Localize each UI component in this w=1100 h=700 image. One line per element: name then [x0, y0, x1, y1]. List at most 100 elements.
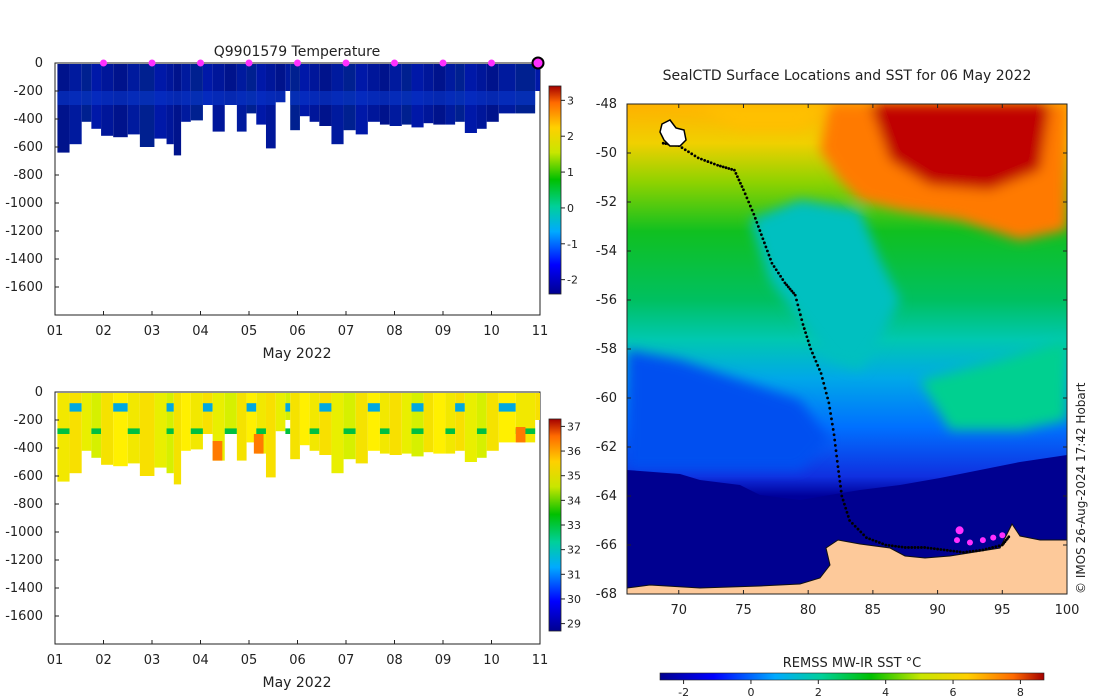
- sst-colorbar-tick-label: 2: [815, 686, 822, 699]
- profile-bar: [299, 64, 310, 117]
- track-point: [724, 166, 728, 170]
- track-point: [837, 475, 841, 478]
- profile-green-streak: [343, 428, 356, 434]
- track-point: [853, 524, 857, 528]
- x-tick-label: 11: [532, 324, 549, 339]
- track-point: [844, 506, 848, 510]
- profile-midlayer: [401, 91, 412, 105]
- track-point: [877, 541, 881, 544]
- track-point: [850, 521, 854, 525]
- track-point: [769, 257, 772, 261]
- temperature-y-ticks: 0 -200 -400 -600 -800 -1000 -1200 -1400 -1600: [5, 56, 59, 295]
- track-point: [772, 265, 776, 268]
- profile-midlayer: [299, 91, 310, 105]
- temperature-colorbar-ticks: 3 2 1 0 -1 -2: [561, 94, 578, 287]
- track-point: [834, 449, 838, 453]
- profile-bar: [246, 64, 257, 114]
- track-point: [792, 291, 795, 295]
- colorbar-tick-label: 2: [567, 130, 574, 143]
- x-tick-label: 10: [483, 653, 500, 668]
- track-point: [779, 274, 782, 278]
- map-y-tick-label: -68: [596, 587, 617, 602]
- track-point: [862, 533, 866, 537]
- profile-fresh-streak: [498, 403, 516, 412]
- track-point: [916, 546, 920, 549]
- track-point: [859, 530, 863, 534]
- profile-bar: [139, 64, 155, 147]
- track-point: [683, 148, 687, 152]
- colorbar-tick-label: 36: [567, 445, 581, 458]
- profile-bar: [290, 393, 300, 460]
- sst-colorbar-tick-label: 6: [950, 686, 957, 699]
- track-point: [871, 538, 875, 542]
- profile-midlayer: [57, 91, 70, 105]
- profile-green-streak: [379, 428, 390, 434]
- sst-colorbar-label: REMSS MW-IR SST °C: [783, 656, 922, 671]
- profile-midlayer: [433, 91, 446, 105]
- track-point: [819, 372, 823, 375]
- surface-location: [954, 537, 960, 544]
- y-tick-label: -400: [13, 112, 43, 127]
- profile-midlayer: [236, 91, 247, 105]
- colorbar-tick-label: 30: [567, 593, 581, 606]
- track-point: [781, 278, 785, 281]
- track-point: [739, 181, 742, 185]
- profile-green-streak: [285, 428, 291, 434]
- profile-midlayer: [290, 91, 300, 105]
- track-point: [865, 536, 868, 540]
- x-tick-label: 08: [386, 653, 403, 668]
- track-point: [693, 154, 697, 158]
- surface-marker: [391, 59, 398, 67]
- profile-midlayer: [275, 91, 286, 103]
- track-point: [971, 549, 975, 553]
- profile-midlayer: [181, 91, 191, 105]
- profile-midlayer: [113, 91, 128, 105]
- track-point: [745, 196, 749, 200]
- x-tick-label: 06: [289, 653, 306, 668]
- track-point: [737, 178, 741, 182]
- track-point: [736, 175, 739, 179]
- x-tick-label: 02: [95, 653, 112, 668]
- y-tick-label: -600: [13, 140, 43, 155]
- x-tick-label: 01: [47, 324, 64, 339]
- track-point: [826, 396, 829, 400]
- track-point: [797, 308, 801, 312]
- track-point: [709, 161, 713, 165]
- profile-midlayer: [256, 91, 266, 105]
- surface-marker: [197, 59, 204, 67]
- map-x-tick-label: 80: [800, 603, 817, 618]
- track-point: [833, 438, 837, 442]
- map-y-tick-label: -54: [596, 244, 617, 259]
- x-tick-label: 06: [289, 324, 306, 339]
- track-point: [839, 484, 842, 488]
- salinity-colorbar-ticks: 37 36 35 34 33 32 31 30 29: [561, 420, 581, 631]
- map-x-tick-label: 90: [929, 603, 946, 618]
- y-tick-label: -400: [13, 441, 43, 456]
- profile-bar: [91, 393, 102, 458]
- x-tick-label: 07: [338, 653, 355, 668]
- seal-track: [661, 141, 1011, 554]
- track-point: [716, 163, 719, 167]
- colorbar-tick-label: 34: [567, 494, 581, 507]
- track-point: [822, 381, 826, 385]
- profile-bar: [275, 393, 286, 432]
- profile-midlayer: [224, 91, 237, 105]
- colorbar-tick-label: 31: [567, 568, 581, 581]
- track-point: [991, 546, 994, 549]
- track-point: [830, 422, 834, 426]
- track-point: [733, 168, 736, 172]
- profile-midlayer: [464, 91, 477, 105]
- map-x-tick-label: 70: [670, 603, 687, 618]
- profile-midlayer: [486, 91, 499, 105]
- profile-midlayer: [331, 91, 344, 105]
- x-tick-label: 04: [192, 653, 209, 668]
- profile-bar: [299, 393, 310, 446]
- track-point: [680, 146, 684, 150]
- track-point: [806, 339, 810, 343]
- profile-green-streak: [57, 428, 70, 434]
- track-point: [830, 417, 833, 421]
- profile-bar: [445, 393, 456, 454]
- colorbar-tick-label: 33: [567, 519, 581, 532]
- warm-patch: [212, 441, 223, 461]
- track-point: [777, 271, 780, 275]
